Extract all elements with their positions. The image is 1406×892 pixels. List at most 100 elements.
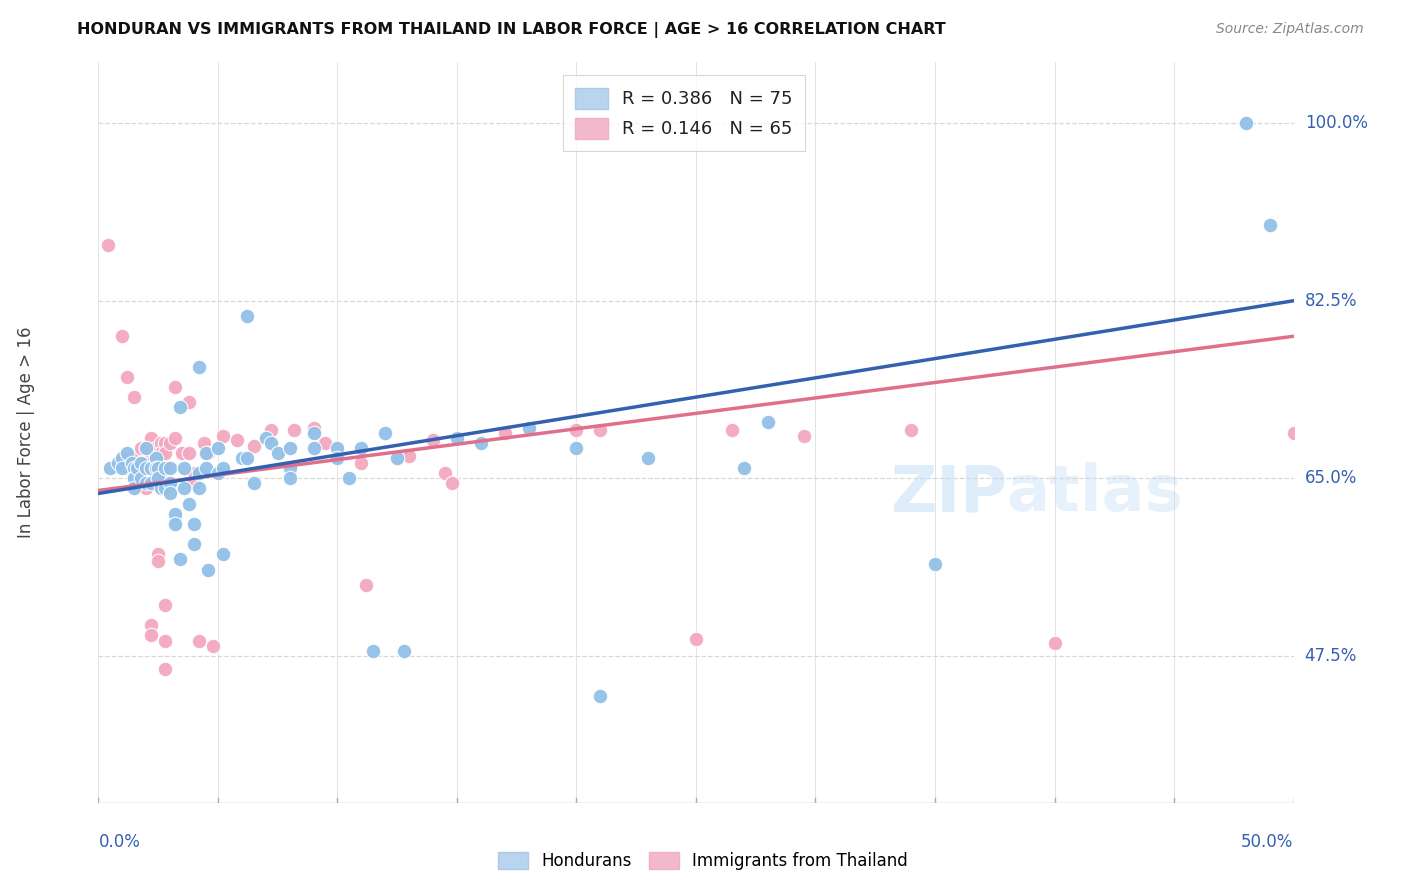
Point xyxy=(207,441,229,455)
Point xyxy=(135,441,157,455)
Point xyxy=(155,461,177,475)
Text: 50.0%: 50.0% xyxy=(1241,833,1294,851)
Point xyxy=(211,547,233,561)
Point xyxy=(211,461,233,475)
Point xyxy=(125,461,148,475)
Point xyxy=(163,507,186,521)
Point xyxy=(98,461,122,475)
Text: atlas: atlas xyxy=(1007,462,1184,524)
Point xyxy=(278,441,301,455)
Point xyxy=(187,482,209,496)
Point xyxy=(278,471,301,485)
Point xyxy=(394,643,416,657)
Point xyxy=(111,450,134,465)
Text: 100.0%: 100.0% xyxy=(1305,114,1368,132)
Point xyxy=(148,554,170,568)
Point xyxy=(135,441,157,455)
Point xyxy=(422,433,444,447)
Point xyxy=(125,461,148,475)
Text: HONDURAN VS IMMIGRANTS FROM THAILAND IN LABOR FORCE | AGE > 16 CORRELATION CHART: HONDURAN VS IMMIGRANTS FROM THAILAND IN … xyxy=(77,22,946,38)
Point xyxy=(155,435,177,450)
Point xyxy=(398,449,420,463)
Point xyxy=(259,423,281,437)
Point xyxy=(131,471,153,485)
Point xyxy=(193,435,215,450)
Point xyxy=(207,466,229,480)
Point xyxy=(155,662,177,676)
Point xyxy=(135,482,157,496)
Point xyxy=(187,466,209,480)
Text: In Labor Force | Age > 16: In Labor Force | Age > 16 xyxy=(17,326,35,539)
Legend: Hondurans, Immigrants from Thailand: Hondurans, Immigrants from Thailand xyxy=(492,845,914,877)
Point xyxy=(434,466,457,480)
Point xyxy=(235,309,257,323)
Point xyxy=(446,431,468,445)
Point xyxy=(183,516,205,531)
Point xyxy=(231,450,253,465)
Text: ZIP: ZIP xyxy=(890,462,1007,524)
Point xyxy=(135,461,157,475)
Point xyxy=(135,471,157,485)
Point xyxy=(283,423,305,437)
Point xyxy=(589,690,612,704)
Point xyxy=(302,441,325,455)
Point xyxy=(163,380,186,394)
Point xyxy=(149,461,172,475)
Point xyxy=(924,558,946,572)
Point xyxy=(254,431,277,445)
Point xyxy=(124,461,146,475)
Point xyxy=(115,369,138,384)
Point xyxy=(267,446,290,460)
Point xyxy=(183,537,205,551)
Point xyxy=(139,456,162,470)
Point xyxy=(131,456,153,470)
Point xyxy=(163,516,186,531)
Point xyxy=(259,435,281,450)
Point xyxy=(148,461,170,475)
Point xyxy=(793,428,815,442)
Point xyxy=(187,633,209,648)
Point xyxy=(121,456,143,470)
Point xyxy=(173,461,195,475)
Point xyxy=(135,476,157,491)
Point xyxy=(131,456,153,470)
Point xyxy=(1258,218,1281,232)
Point xyxy=(350,441,373,455)
Point xyxy=(179,497,201,511)
Point xyxy=(139,431,162,445)
Point xyxy=(149,466,172,480)
Point xyxy=(326,450,349,465)
Point xyxy=(235,450,257,465)
Point xyxy=(124,450,146,465)
Point xyxy=(315,435,337,450)
Point xyxy=(124,390,146,404)
Point xyxy=(148,471,170,485)
Point xyxy=(139,628,162,642)
Point xyxy=(756,416,779,430)
Point xyxy=(197,562,219,576)
Point xyxy=(243,476,266,491)
Point xyxy=(135,456,157,470)
Point xyxy=(721,423,744,437)
Point xyxy=(149,435,172,450)
Point xyxy=(173,482,195,496)
Point xyxy=(187,359,209,374)
Point xyxy=(139,618,162,632)
Point xyxy=(124,482,146,496)
Point xyxy=(470,435,492,450)
Point xyxy=(172,446,194,460)
Text: 82.5%: 82.5% xyxy=(1305,292,1357,310)
Point xyxy=(202,639,225,653)
Point xyxy=(145,461,167,475)
Point xyxy=(226,433,249,447)
Point xyxy=(155,633,177,648)
Point xyxy=(131,476,153,491)
Point xyxy=(111,461,134,475)
Point xyxy=(733,461,755,475)
Point xyxy=(197,446,219,460)
Point xyxy=(517,420,540,434)
Point xyxy=(149,446,172,460)
Point xyxy=(565,441,588,455)
Point xyxy=(350,456,373,470)
Point xyxy=(139,461,162,475)
